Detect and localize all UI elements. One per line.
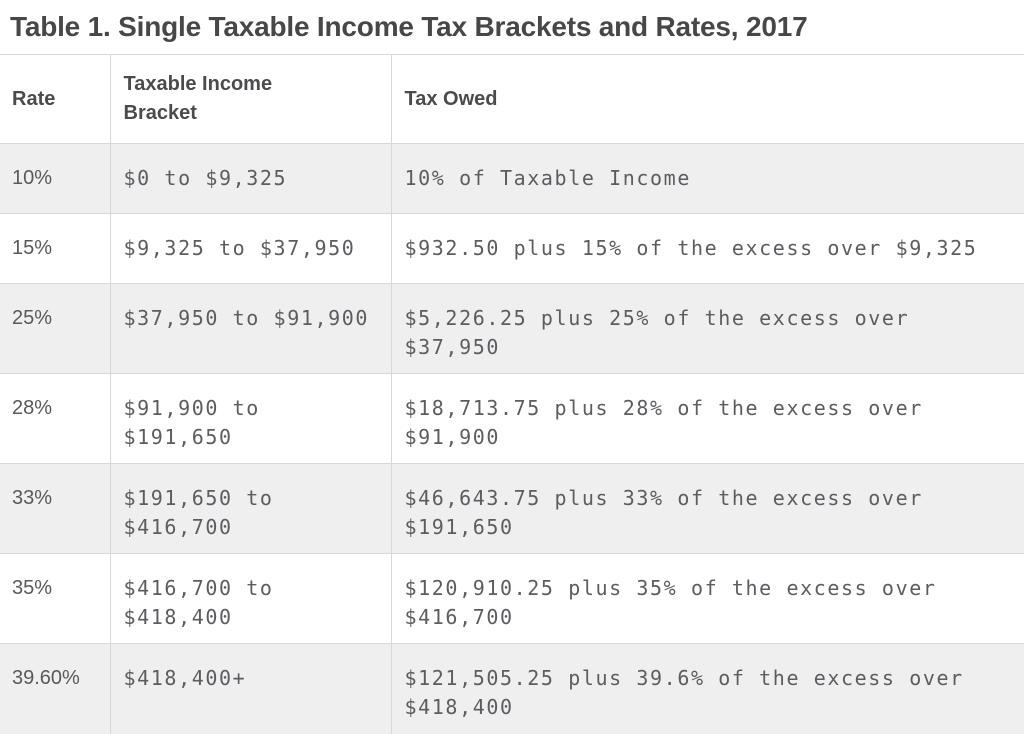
table-row: 10% $0 to $9,325 10% of Taxable Income: [0, 143, 1024, 214]
table-row: 25% $37,950 to $91,900 $5,226.25 plus 25% …: [0, 283, 1024, 374]
cell-bracket: $418,400+: [109, 643, 391, 734]
cell-rate: 25%: [0, 283, 110, 374]
cell-rate: 15%: [0, 213, 110, 284]
header-row: Rate Taxable Income Bracket Tax Owed: [0, 54, 1024, 144]
table-row: 15% $9,325 to $37,950 $932.50 plus 15% of …: [0, 213, 1024, 284]
cell-rate: 28%: [0, 373, 110, 464]
table-row: 33% $191,650 to $416,700 $46,643.75 plus 3…: [0, 463, 1024, 554]
cell-rate: 33%: [0, 463, 110, 554]
cell-tax-owed: $46,643.75 plus 33% of the excess over $…: [390, 463, 1024, 554]
cell-bracket: $37,950 to $91,900: [109, 283, 391, 374]
cell-rate: 10%: [0, 143, 110, 214]
cell-tax-owed: $932.50 plus 15% of the excess over $9,3…: [390, 213, 1024, 284]
cell-bracket: $191,650 to $416,700: [109, 463, 391, 554]
table-row: 39.60% $418,400+ $121,505.25 plus 39.6% of…: [0, 643, 1024, 734]
tax-brackets-table: Rate Taxable Income Bracket Tax Owed 10%…: [0, 54, 1024, 734]
page-title: Table 1. Single Taxable Income Tax Brack…: [10, 11, 808, 42]
cell-bracket: $416,700 to $418,400: [109, 553, 391, 644]
table-header: Rate Taxable Income Bracket Tax Owed: [0, 54, 1024, 144]
cell-tax-owed: $121,505.25 plus 39.6% of the excess ove…: [390, 643, 1024, 734]
table-row: 28% $91,900 to $191,650 $18,713.75 plus 28…: [0, 373, 1024, 464]
cell-tax-owed: 10% of Taxable Income: [390, 143, 1024, 214]
cell-tax-owed: $18,713.75 plus 28% of the excess over $…: [390, 373, 1024, 464]
cell-bracket: $9,325 to $37,950: [109, 213, 391, 284]
table-row: 35% $416,700 to $418,400 $120,910.25 plus …: [0, 553, 1024, 644]
table-body: 10% $0 to $9,325 10% of Taxable Income 15% $…: [0, 143, 1024, 734]
cell-rate: 35%: [0, 553, 110, 644]
cell-bracket: $0 to $9,325: [109, 143, 391, 214]
cell-bracket: $91,900 to $191,650: [109, 373, 391, 464]
column-header-tax-owed: Tax Owed: [390, 54, 1024, 144]
cell-tax-owed: $5,226.25 plus 25% of the excess over $3…: [390, 283, 1024, 374]
column-header-rate: Rate: [0, 54, 110, 144]
cell-rate: 39.60%: [0, 643, 110, 734]
cell-tax-owed: $120,910.25 plus 35% of the excess over …: [390, 553, 1024, 644]
column-header-taxable-income-bracket: Taxable Income Bracket: [109, 54, 391, 144]
